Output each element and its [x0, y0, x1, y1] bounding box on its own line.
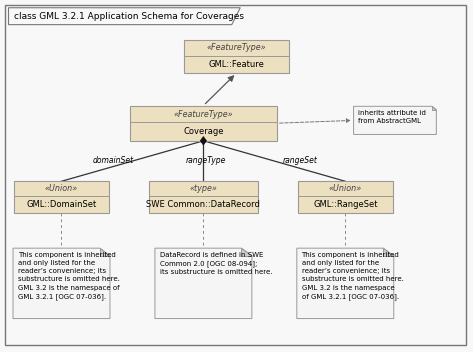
Text: GML::RangeSet: GML::RangeSet: [313, 200, 377, 209]
Text: rangeType: rangeType: [185, 156, 226, 165]
Text: domainSet: domainSet: [93, 156, 134, 165]
Bar: [14, 181, 109, 213]
Bar: [130, 106, 277, 141]
Text: «FeatureType»: «FeatureType»: [207, 43, 266, 52]
Text: «FeatureType»: «FeatureType»: [174, 109, 233, 119]
Text: class GML 3.2.1 Application Schema for Coverages: class GML 3.2.1 Application Schema for C…: [14, 12, 244, 21]
Text: rangeSet: rangeSet: [283, 156, 318, 165]
Text: GML::Feature: GML::Feature: [209, 59, 264, 69]
Polygon shape: [432, 106, 436, 110]
Polygon shape: [200, 137, 207, 145]
Text: inherits attribute id
from AbstractGML: inherits attribute id from AbstractGML: [359, 110, 426, 124]
Polygon shape: [297, 248, 394, 319]
Text: DataRecord is defined in SWE
Common 2.0 [OGC 08-094];
its substructure is omitte: DataRecord is defined in SWE Common 2.0 …: [159, 252, 272, 275]
Bar: [298, 181, 393, 213]
Polygon shape: [155, 248, 252, 319]
Text: «Union»: «Union»: [329, 184, 362, 193]
Polygon shape: [99, 248, 110, 256]
Text: «Union»: «Union»: [45, 184, 78, 193]
Polygon shape: [241, 248, 252, 256]
Polygon shape: [383, 248, 394, 256]
Text: This component is inherited
and only listed for the
reader’s convenience; its
su: This component is inherited and only lis…: [18, 252, 120, 300]
Text: «type»: «type»: [190, 184, 217, 193]
Bar: [149, 181, 258, 213]
Text: GML::DomainSet: GML::DomainSet: [26, 200, 96, 209]
Polygon shape: [353, 106, 436, 134]
Bar: [184, 40, 289, 73]
Text: This component is inherited
and only listed for the
reader’s convenience; its
su: This component is inherited and only lis…: [302, 252, 403, 300]
Polygon shape: [9, 8, 240, 25]
Text: Coverage: Coverage: [183, 127, 224, 136]
Text: SWE Common::DataRecord: SWE Common::DataRecord: [147, 200, 260, 209]
Polygon shape: [13, 248, 110, 319]
